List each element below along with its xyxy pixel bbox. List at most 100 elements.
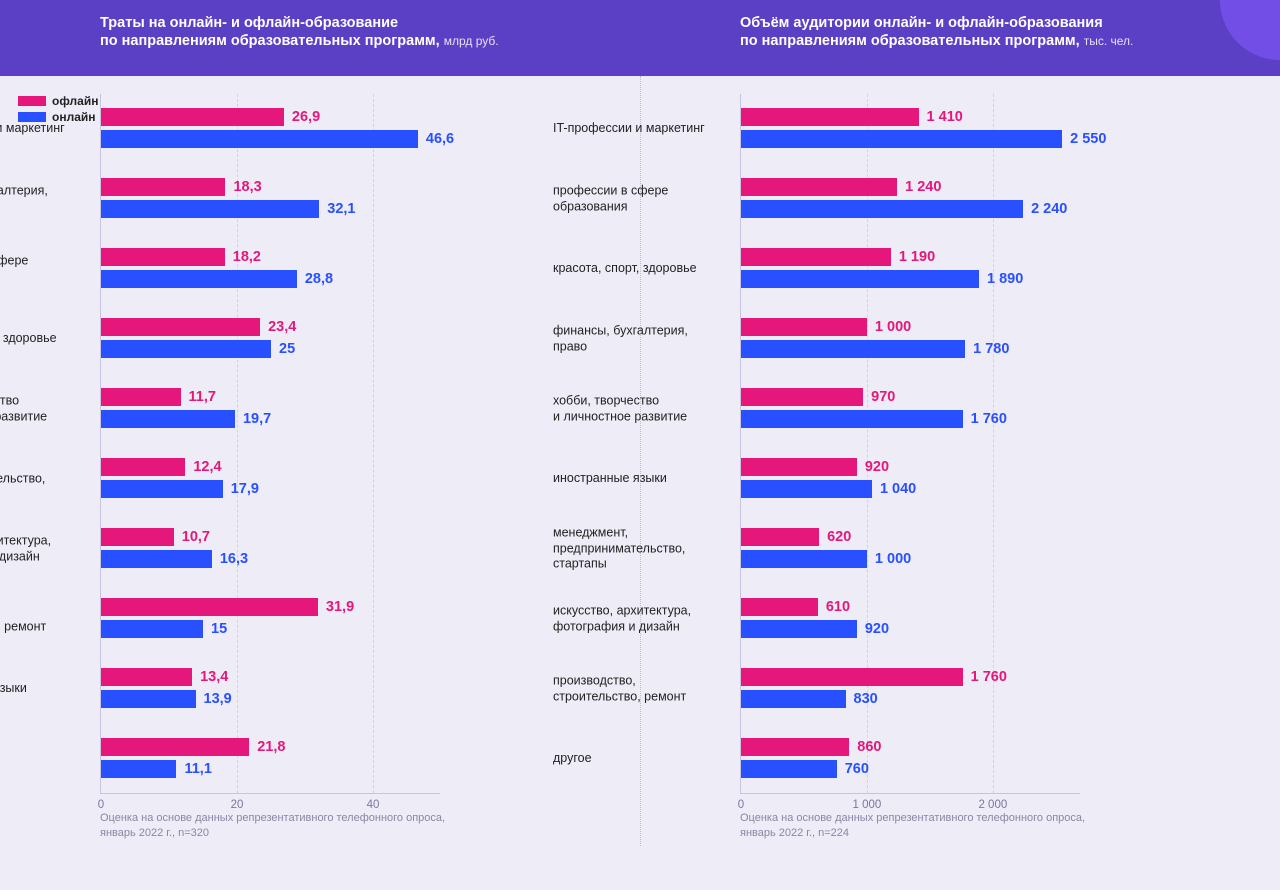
value-label-online: 830: [846, 691, 878, 707]
right-footnote: Оценка на основе данных репрезентативног…: [740, 811, 1085, 840]
bar-offline: 12,4: [101, 458, 185, 476]
chart-row: финансы, бухгалтерия, право18,332,1: [101, 164, 440, 234]
body-area: офлайн онлайн 02040IT-профессии и маркет…: [0, 76, 1280, 846]
chart-row: хобби, творчество и личностное развитие1…: [101, 374, 440, 444]
value-label-online: 1 040: [872, 481, 916, 497]
bar-online: 28,8: [101, 270, 297, 288]
value-label-offline: 1 760: [963, 669, 1007, 685]
right-unit: тыс. чел.: [1084, 34, 1134, 48]
bar-online: 16,3: [101, 550, 212, 568]
bar-offline: 610: [741, 598, 818, 616]
left-title: Траты на онлайн- и офлайн-образование по…: [100, 14, 620, 50]
value-label-offline: 10,7: [174, 529, 210, 545]
value-label-offline: 18,3: [225, 179, 261, 195]
legend-swatch-offline: [18, 96, 46, 106]
category-label: финансы, бухгалтерия, право: [553, 323, 741, 354]
category-label: финансы, бухгалтерия, право: [0, 183, 101, 214]
chart-row: менеджмент, предпринимательство, стартап…: [741, 514, 1080, 584]
chart-row: искусство, архитектура, фотография и диз…: [741, 584, 1080, 654]
chart-row: производство, строительство, ремонт1 760…: [741, 654, 1080, 724]
right-title-text: Объём аудитории онлайн- и офлайн-образов…: [740, 15, 1103, 49]
chart-row: другое860760: [741, 724, 1080, 794]
chart-row: искусство, архитектура, фотография и диз…: [101, 514, 440, 584]
x-tick-label: 1 000: [853, 799, 882, 811]
category-label: хобби, творчество и личностное развитие: [0, 393, 101, 424]
value-label-offline: 12,4: [185, 459, 221, 475]
value-label-online: 11,1: [176, 761, 211, 777]
value-label-online: 32,1: [319, 201, 355, 217]
bar-offline: 26,9: [101, 108, 284, 126]
header-left: Траты на онлайн- и офлайн-образование по…: [0, 0, 640, 76]
category-label: производство, строительство, ремонт: [553, 673, 741, 704]
value-label-offline: 21,8: [249, 739, 285, 755]
chart-row: иностранные языки9201 040: [741, 444, 1080, 514]
chart-row: хобби, творчество и личностное развитие9…: [741, 374, 1080, 444]
bar-offline: 23,4: [101, 318, 260, 336]
value-label-online: 16,3: [212, 551, 248, 567]
chart-row: финансы, бухгалтерия, право1 0001 780: [741, 304, 1080, 374]
legend-label-offline: офлайн: [52, 94, 98, 108]
bar-online: 32,1: [101, 200, 319, 218]
legend-offline: офлайн: [18, 94, 98, 108]
category-label: другое: [0, 751, 101, 767]
value-label-offline: 31,9: [318, 599, 354, 615]
right-chart-wrap: 0 1 000 2 000 IT-профессии и маркетинг1 410…: [740, 94, 1262, 814]
value-label-offline: 970: [863, 389, 895, 405]
category-label: искусство, архитектура, фотография и диз…: [553, 603, 741, 634]
chart-row: IT-профессии и маркетинг1 4102 550: [741, 94, 1080, 164]
value-label-online: 2 240: [1023, 201, 1067, 217]
bar-online: 11,1: [101, 760, 176, 778]
bar-online: 2 240: [741, 200, 1023, 218]
category-label: менеджмент, предпринимательство, стартап…: [553, 526, 741, 573]
category-label: другое: [553, 751, 741, 767]
value-label-online: 2 550: [1062, 131, 1106, 147]
left-chart-wrap: 02040IT-профессии и маркетинг26,946,6фин…: [100, 94, 622, 814]
x-tick-label: 40: [367, 799, 380, 811]
value-label-offline: 610: [818, 599, 850, 615]
value-label-online: 1 890: [979, 271, 1023, 287]
chart-row: красота, спорт, здоровье1 1901 890: [741, 234, 1080, 304]
value-label-offline: 18,2: [225, 249, 261, 265]
bar-offline: 10,7: [101, 528, 174, 546]
bar-online: 17,9: [101, 480, 223, 498]
chart-row: IT-профессии и маркетинг26,946,6: [101, 94, 440, 164]
bar-offline: 1 760: [741, 668, 963, 686]
value-label-offline: 1 240: [897, 179, 941, 195]
value-label-online: 760: [837, 761, 869, 777]
x-tick-label: 2 000: [978, 799, 1007, 811]
bar-offline: 13,4: [101, 668, 192, 686]
right-panel: 0 1 000 2 000 IT-профессии и маркетинг1 410…: [640, 76, 1280, 846]
value-label-offline: 23,4: [260, 319, 296, 335]
bar-offline: 620: [741, 528, 819, 546]
bar-online: 1 890: [741, 270, 979, 288]
chart-row: профессии в сфере образования1 2402 240: [741, 164, 1080, 234]
category-label: иностранные языки: [553, 471, 741, 487]
value-label-offline: 860: [849, 739, 881, 755]
value-label-offline: 26,9: [284, 109, 320, 125]
category-label: менеджмент, предпринимательство, стартап…: [0, 456, 101, 503]
bar-offline: 11,7: [101, 388, 181, 406]
category-label: IT-профессии и маркетинг: [0, 121, 101, 137]
x-tick-label: 0: [738, 799, 744, 811]
bar-online: 1 760: [741, 410, 963, 428]
header-band: Траты на онлайн- и офлайн-образование по…: [0, 0, 1280, 76]
bar-offline: 920: [741, 458, 857, 476]
value-label-online: 920: [857, 621, 889, 637]
left-panel: офлайн онлайн 02040IT-профессии и маркет…: [0, 76, 640, 846]
bar-offline: 21,8: [101, 738, 249, 756]
value-label-online: 46,6: [418, 131, 454, 147]
bar-online: 13,9: [101, 690, 196, 708]
value-label-offline: 13,4: [192, 669, 228, 685]
left-unit: млрд руб.: [444, 34, 499, 48]
category-label: IT-профессии и маркетинг: [553, 121, 741, 137]
value-label-online: 1 000: [867, 551, 911, 567]
bar-online: 920: [741, 620, 857, 638]
value-label-offline: 11,7: [181, 389, 216, 405]
value-label-offline: 1 000: [867, 319, 911, 335]
left-title-text: Траты на онлайн- и офлайн-образование по…: [100, 15, 440, 49]
bar-online: 46,6: [101, 130, 418, 148]
header-decoration: [1160, 0, 1280, 60]
bar-offline: 31,9: [101, 598, 318, 616]
left-plot: 02040IT-профессии и маркетинг26,946,6фин…: [100, 94, 440, 794]
bar-offline: 970: [741, 388, 863, 406]
